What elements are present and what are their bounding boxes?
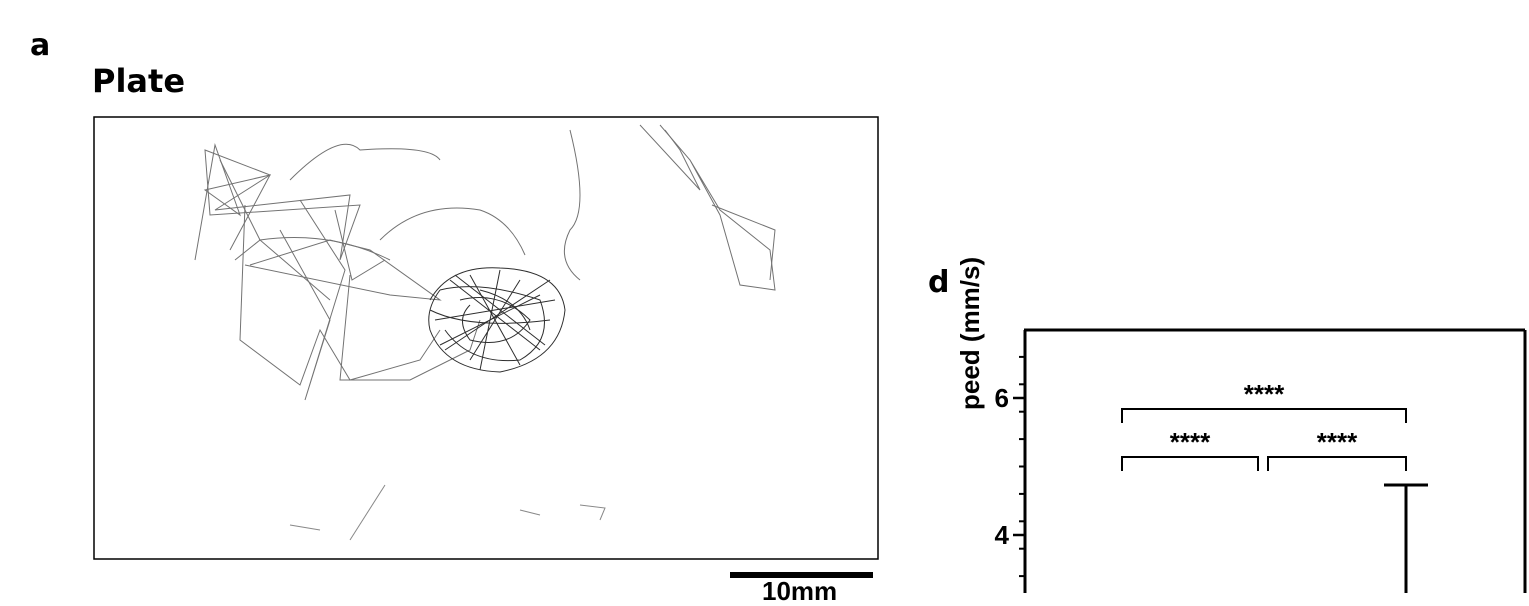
plate-title: Plate (92, 62, 186, 100)
scale-bar (730, 572, 873, 578)
significance-label: **** (1170, 427, 1211, 457)
significance-label: **** (1317, 427, 1358, 457)
plate-tracks-image (93, 116, 879, 578)
speed-chart: 4 6 **** **** **** (995, 328, 1527, 593)
worm-tracks (194, 124, 776, 401)
y-tick-label: 6 (995, 383, 1009, 413)
panel-a-letter: a (30, 28, 51, 63)
significance-label: **** (1244, 379, 1285, 409)
y-tick-label: 4 (995, 520, 1010, 550)
track-cluster (428, 267, 566, 373)
y-axis-label: peed (mm/s) (955, 256, 985, 410)
sparse-tracks (289, 484, 606, 541)
panel-d-letter: d (928, 265, 950, 300)
significance-bracket (1121, 408, 1407, 423)
significance-bracket (1267, 456, 1407, 471)
significance-bracket (1121, 456, 1259, 471)
